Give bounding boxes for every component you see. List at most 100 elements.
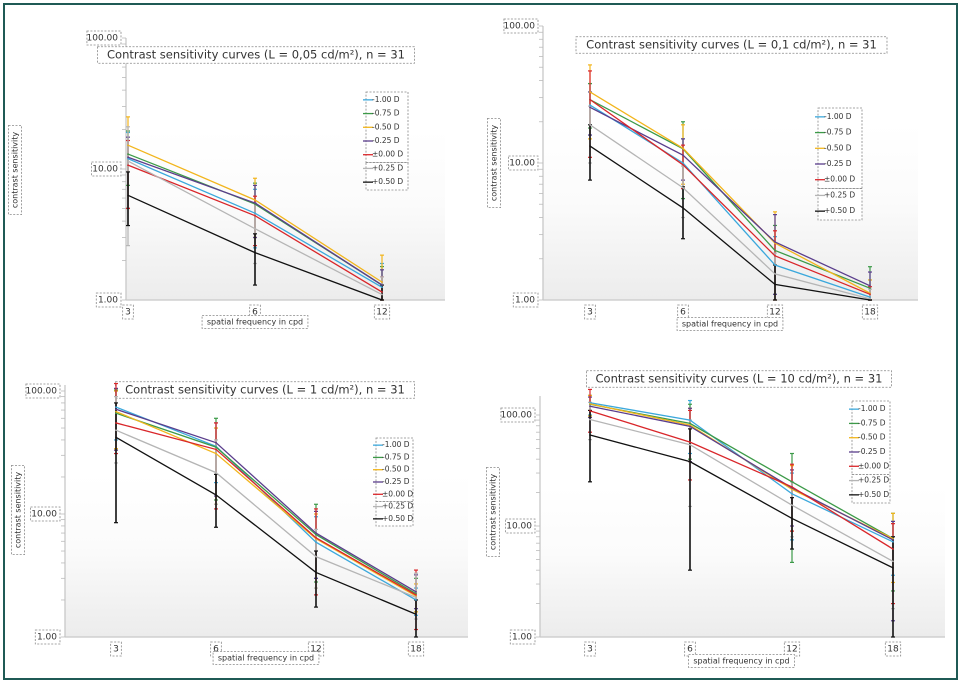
x-axis-label: spatial frequency in cpd [218,654,314,663]
legend-box-bottom [375,501,414,527]
data-point [689,419,691,421]
data-point [589,106,591,109]
series-line-050D [589,145,871,301]
series-line-075D [115,412,417,595]
y-tick-label-box [508,155,539,171]
data-point [415,596,417,599]
y-axis-label-group: contrast sensitivity [11,465,25,555]
data-point [127,194,129,197]
y-tick-label-group: 1.00 [512,292,539,308]
y-tick-label-group: 100.00 [86,30,122,46]
x-tick-label-box [407,641,425,657]
x-tick-label-group: 3 [110,641,122,657]
x-tick-label-box [766,304,784,320]
data-point [589,124,591,126]
legend-entry: -0.25 D [382,477,410,486]
data-point [254,212,256,214]
y-tick-label-group: 10.00 [508,155,539,171]
y-tick-label-box [512,292,539,308]
chart-l-10: 100.00 10.00 1.00 3 6 12 18 spatial frequency i… [486,370,945,668]
legend-box-bottom [365,162,409,191]
x-axis-label-box [212,651,320,665]
figure-frame [3,3,958,680]
data-point [869,299,871,301]
chart-l-0-1: 100.00 10.00 1.00 3 6 12 18 spatial frequency i… [487,18,918,331]
y-tick-label-group: 100.00 [26,383,61,399]
data-point [115,408,117,411]
legend-entry: ±0.00 D [382,489,413,498]
x-axis-label: spatial frequency in cpd [693,657,789,666]
x-tick-label-box [861,304,879,320]
y-axis-label: contrast sensitivity [489,474,498,551]
y-tick-label: 100.00 [26,387,58,397]
y-tick-label-box [86,30,122,46]
series-line-075D [589,99,871,289]
data-point [381,293,383,296]
y-tick-label: 10.00 [506,522,532,532]
series-line-050D [589,434,894,569]
legend-entry: ±0.00 D [858,461,889,470]
legend-entry: +0.25 D [824,190,855,199]
data-point [892,560,894,563]
data-point [869,298,871,300]
legend-box-bottom [851,474,891,504]
y-axis-label: contrast sensitivity [490,125,499,202]
data-point [315,533,317,536]
y-tick-label-box [91,161,122,177]
chart-title-box [575,36,888,54]
data-point [254,199,256,201]
chart-title: Contrast sensitivity curves (L = 0,05 cd… [107,48,405,62]
x-axis-label-box [688,654,795,668]
x-tick-label-group: 6 [249,304,261,320]
data-point [791,493,793,495]
legend-entry: -0.25 D [372,136,400,145]
data-point [127,164,129,166]
data-point [689,422,691,425]
chart-title: Contrast sensitivity curves (L = 0,1 cd/… [586,38,877,52]
x-tick-label: 12 [376,308,387,318]
data-point [682,186,684,189]
series-line-025D [589,418,894,562]
data-point [869,284,871,287]
data-point [682,154,684,157]
data-point [381,286,383,289]
data-point [254,214,256,217]
x-tick-label: 3 [125,308,131,318]
series-line-050D [589,91,871,294]
y-tick-label-box [503,18,539,34]
legend-entry: -0.75 D [372,109,400,118]
chart-l-1: 100.00 10.00 1.00 3 6 12 18 spatial frequency i… [11,381,468,665]
y-tick-label: 10.00 [92,165,118,175]
data-point [791,486,793,488]
data-point [892,567,894,569]
legend-entry: -1.00 D [858,404,886,413]
legend-entry: -0.50 D [858,433,886,442]
data-point [589,403,591,405]
data-point [791,517,793,520]
series-line-000D [115,422,417,596]
y-tick-label: 10.00 [509,159,535,169]
data-point [127,144,129,146]
legend-entry: -0.75 D [858,418,886,427]
y-axis-label: contrast sensitivity [14,472,23,549]
data-point [791,504,793,506]
x-tick-label-box [584,641,596,657]
data-point [127,157,129,160]
data-point [892,541,894,543]
y-tick-label: 100.00 [501,411,533,421]
legend-entry: +0.25 D [858,476,889,485]
data-point [254,202,256,204]
x-tick-label: 6 [252,308,258,318]
y-tick-label-box [509,629,536,645]
x-tick-label: 18 [864,308,876,318]
legend: -1.00 D -0.75 D -0.50 D -0.25 D ±0.00 D +0.25… [373,437,414,527]
x-tick-label-box [210,641,222,657]
legend-entry: ±0.00 D [372,150,403,159]
data-point [689,441,691,443]
data-point [589,434,591,436]
legend-entry: -0.25 D [858,447,886,456]
plot-area [540,486,945,637]
legend-entry: -1.00 D [372,95,400,104]
data-point [589,401,591,404]
data-point [589,104,591,106]
